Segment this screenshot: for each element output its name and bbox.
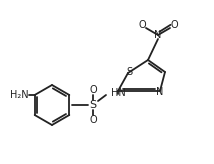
Text: S: S (89, 100, 97, 110)
Text: HN: HN (111, 88, 126, 98)
Text: O: O (89, 115, 97, 125)
Text: H₂N: H₂N (10, 90, 29, 100)
Text: N: N (156, 87, 164, 97)
Text: S: S (126, 67, 132, 77)
Text: N: N (154, 30, 162, 40)
Text: O: O (138, 20, 146, 30)
Text: O: O (170, 20, 178, 30)
Text: O: O (89, 85, 97, 95)
